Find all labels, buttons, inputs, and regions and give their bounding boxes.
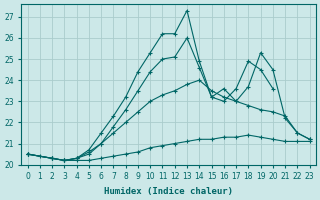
X-axis label: Humidex (Indice chaleur): Humidex (Indice chaleur) [104,187,233,196]
